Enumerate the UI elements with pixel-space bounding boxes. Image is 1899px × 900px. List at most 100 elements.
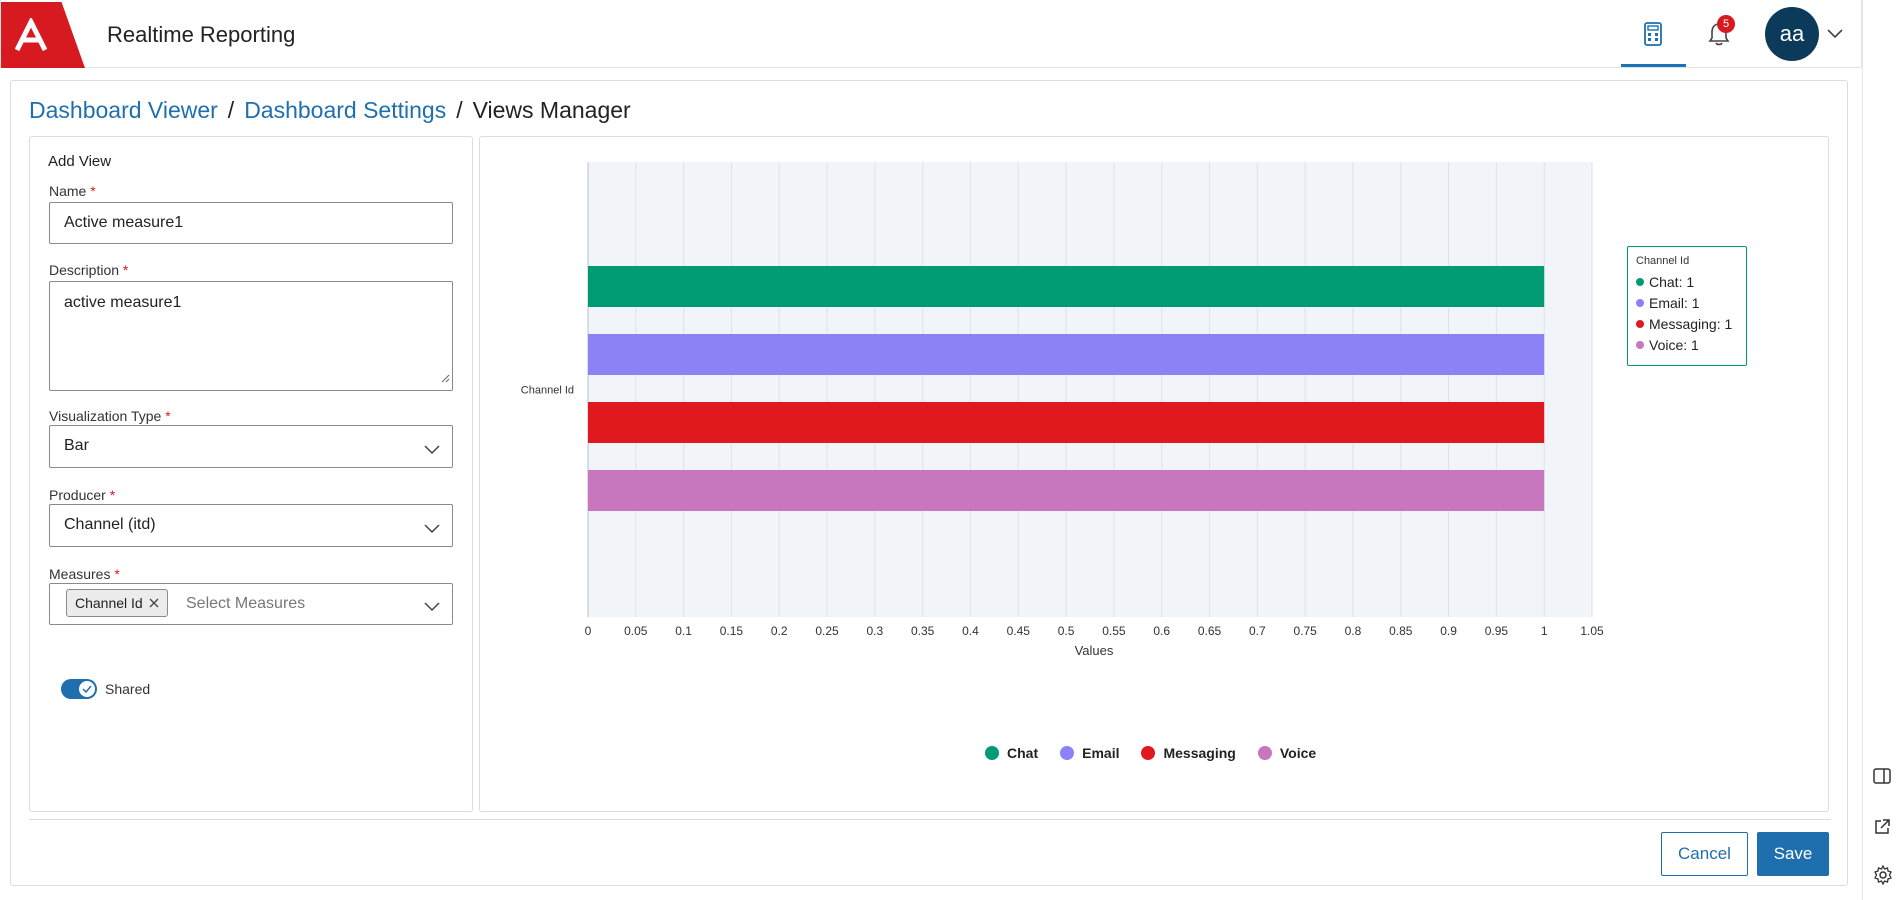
x-tick-label: 0.8	[1345, 624, 1362, 638]
name-label-text: Name	[49, 183, 87, 199]
legend-item-messaging[interactable]: Messaging	[1141, 745, 1236, 761]
breadcrumb-dashboard-viewer[interactable]: Dashboard Viewer	[29, 97, 218, 123]
settings-icon[interactable]	[1873, 864, 1893, 890]
calculator-icon[interactable]	[1637, 18, 1669, 50]
breadcrumb-separator: /	[456, 97, 463, 123]
email-dot-icon	[1636, 298, 1644, 307]
chevron-down-icon[interactable]	[1827, 26, 1843, 44]
visualization-type-label-text: Visualization Type	[49, 408, 162, 424]
legend-dot-icon	[1141, 746, 1156, 760]
measure-chip-label: Channel Id	[75, 595, 143, 611]
breadcrumb: Dashboard Viewer / Dashboard Settings / …	[29, 97, 631, 124]
tooltip-row-text: Messaging: 1	[1649, 315, 1733, 332]
x-tick-label: 1	[1541, 624, 1548, 638]
producer-label-text: Producer	[49, 487, 106, 503]
user-avatar[interactable]: aa	[1765, 7, 1819, 61]
app-header: Realtime Reporting 5 aa	[0, 0, 1862, 68]
bar-email	[588, 334, 1545, 375]
legend-item-voice[interactable]: Voice	[1257, 745, 1317, 761]
shared-toggle[interactable]	[61, 679, 97, 699]
x-tick-label: 0.25	[815, 624, 839, 638]
breadcrumb-dashboard-settings[interactable]: Dashboard Settings	[244, 97, 447, 123]
measure-chip: Channel Id	[66, 589, 168, 617]
tooltip-row-text: Voice: 1	[1649, 336, 1699, 353]
required-mark: *	[109, 487, 116, 503]
tooltip-row: Voice: 1	[1636, 334, 1738, 355]
tooltip-title: Channel Id	[1636, 255, 1690, 267]
producer-value: Channel (itd)	[64, 516, 156, 533]
legend-dot-icon	[1060, 746, 1075, 760]
x-tick-label: 0.45	[1007, 624, 1031, 638]
visualization-type-select[interactable]: Bar	[49, 425, 453, 468]
x-tick-label: 0.75	[1293, 624, 1317, 638]
x-tick-label: 0.55	[1102, 624, 1126, 638]
visualization-type-label: Visualization Type *	[49, 408, 171, 424]
measures-multiselect[interactable]: Channel Id Select Measures	[49, 583, 453, 625]
chart-legend: Chat Email Messaging Voice	[985, 745, 1316, 761]
x-tick-label: 0.95	[1485, 624, 1509, 638]
active-tab-indicator	[1621, 64, 1686, 67]
save-button[interactable]: Save	[1757, 832, 1829, 876]
tooltip-row-text: Chat: 1	[1649, 273, 1695, 290]
required-mark: *	[90, 183, 96, 199]
add-view-form: Add View Name * Active measure1 Descript…	[29, 136, 473, 812]
breadcrumb-current: Views Manager	[472, 97, 631, 123]
external-link-icon[interactable]	[1873, 818, 1891, 841]
panel-icon[interactable]	[1873, 768, 1891, 789]
measures-label: Measures *	[49, 566, 120, 582]
legend-label: Email	[1082, 745, 1120, 761]
app-title: Realtime Reporting	[107, 22, 296, 47]
x-tick-label: 0.4	[962, 624, 979, 638]
legend-dot-icon	[985, 746, 999, 760]
shared-label: Shared	[105, 681, 151, 697]
legend-label: Messaging	[1163, 745, 1236, 761]
y-category-label: Channel Id	[521, 385, 574, 397]
messaging-dot-icon	[1636, 319, 1644, 328]
chevron-down-icon	[424, 442, 440, 460]
x-tick-label: 0.6	[1153, 624, 1170, 638]
right-rail	[1862, 0, 1899, 900]
legend-item-chat[interactable]: Chat	[985, 745, 1038, 761]
measures-label-text: Measures	[49, 566, 111, 582]
footer-divider	[29, 819, 1831, 820]
bar-chat	[588, 266, 1545, 307]
x-axis-label: Values	[1075, 643, 1114, 658]
views-manager-panel: Dashboard Viewer / Dashboard Settings / …	[10, 80, 1848, 886]
description-value: active measure1	[64, 294, 182, 311]
x-tick-label: 0	[585, 624, 592, 638]
cancel-button[interactable]: Cancel	[1661, 832, 1748, 876]
producer-select[interactable]: Channel (itd)	[49, 504, 453, 547]
x-tick-label: 1.05	[1580, 624, 1604, 638]
x-tick-label: 0.2	[771, 624, 788, 638]
legend-label: Voice	[1279, 745, 1317, 761]
chevron-down-icon	[424, 599, 440, 617]
name-input-value: Active measure1	[64, 214, 184, 231]
bar-chart: 0 0.05 0.1 0.15 0.2 0.25 0.3 0.35 0.4 0.45 0.5 0.55…	[521, 162, 1604, 658]
bar-messaging	[588, 402, 1545, 443]
voice-dot-icon	[1636, 340, 1644, 349]
tooltip-row-text: Email: 1	[1649, 294, 1700, 311]
tooltip-row: Chat: 1	[1636, 271, 1738, 292]
description-label: Description *	[49, 262, 128, 278]
check-icon	[79, 681, 95, 697]
visualization-type-value: Bar	[64, 437, 89, 454]
close-icon[interactable]	[149, 595, 159, 611]
chart-panel: 0 0.05 0.1 0.15 0.2 0.25 0.3 0.35 0.4 0.45 0.5 0.55…	[479, 136, 1829, 812]
chart-tooltip: Channel Id Chat: 1 Email: 1 Messaging: 1…	[1627, 246, 1747, 366]
x-tick-label: 0.9	[1440, 624, 1457, 638]
required-mark: *	[165, 408, 171, 424]
x-tick-label: 0.15	[720, 624, 744, 638]
name-input[interactable]: Active measure1	[49, 202, 453, 244]
legend-item-email[interactable]: Email	[1060, 745, 1119, 761]
company-logo-icon[interactable]	[1, 2, 85, 68]
x-tick-label: 0.3	[867, 624, 884, 638]
x-tick-label: 0.85	[1389, 624, 1413, 638]
legend-dot-icon	[1257, 746, 1272, 760]
x-tick-label: 0.35	[911, 624, 935, 638]
description-textarea[interactable]: active measure1	[49, 281, 453, 391]
tooltip-row: Email: 1	[1636, 292, 1738, 313]
chevron-down-icon	[424, 521, 440, 539]
resize-handle-icon[interactable]	[440, 370, 450, 388]
breadcrumb-separator: /	[227, 97, 235, 123]
x-tick-label: 0.65	[1198, 624, 1222, 638]
